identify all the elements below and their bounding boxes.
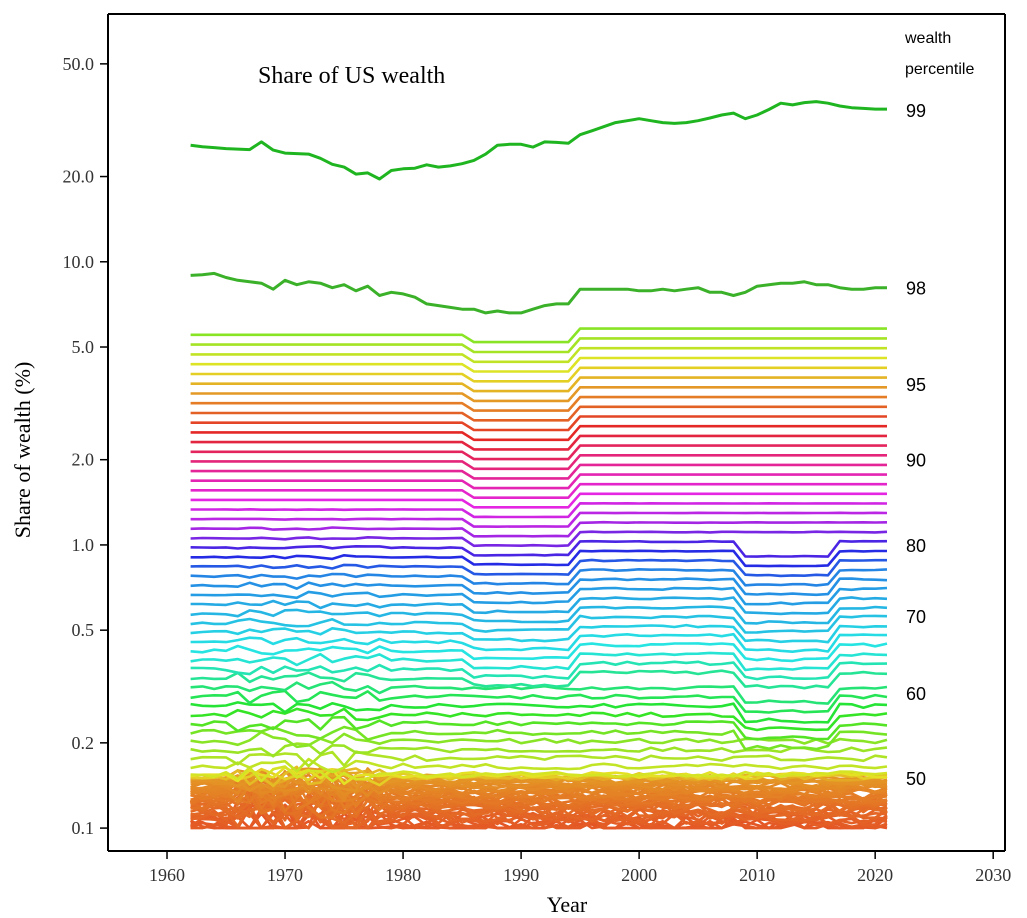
series-line-p96 bbox=[190, 337, 887, 354]
series-line-p97 bbox=[190, 327, 887, 344]
y-tick-label: 0.5 bbox=[72, 620, 95, 640]
series-line-p63 bbox=[190, 651, 888, 672]
legend-title-line-1: wealth bbox=[904, 30, 951, 47]
x-tick-label: 2030 bbox=[975, 865, 1011, 885]
series-line-p66 bbox=[190, 623, 888, 644]
series-line-p50 bbox=[190, 765, 888, 783]
series-line-p77 bbox=[190, 520, 888, 538]
percentile-label-60: 60 bbox=[906, 684, 926, 704]
series-line-p84 bbox=[190, 453, 887, 471]
x-tick-label: 1970 bbox=[267, 865, 303, 885]
series-line-p91 bbox=[190, 385, 887, 403]
series-line-p52 bbox=[190, 750, 888, 768]
series-line-p82 bbox=[190, 473, 887, 490]
x-tick-label: 2010 bbox=[739, 865, 775, 885]
series-line-p56 bbox=[190, 715, 888, 741]
y-tick-label: 0.2 bbox=[72, 733, 95, 753]
series-line-p59 bbox=[190, 689, 888, 714]
series-line-p67 bbox=[190, 614, 888, 634]
series-line-p54 bbox=[190, 730, 888, 749]
series-line-p62 bbox=[190, 660, 888, 681]
series-line-99 bbox=[190, 100, 887, 181]
percentile-label-50: 50 bbox=[906, 769, 926, 789]
percentile-label-98: 98 bbox=[906, 279, 926, 299]
percentile-label-70: 70 bbox=[906, 607, 926, 627]
x-tick-label: 1990 bbox=[503, 865, 539, 885]
series-line-p69 bbox=[190, 596, 888, 616]
y-tick-label: 50.0 bbox=[63, 54, 95, 74]
series-line-p90 bbox=[190, 395, 887, 412]
series-line-p87 bbox=[190, 424, 887, 442]
series-line-p71 bbox=[190, 577, 888, 597]
series-line-p58 bbox=[190, 701, 888, 724]
series-line-p83 bbox=[190, 463, 887, 480]
series-line-p72 bbox=[190, 567, 888, 587]
x-tick-label: 2020 bbox=[857, 865, 893, 885]
series-line-p93 bbox=[190, 366, 887, 383]
series-line-p79 bbox=[190, 501, 888, 519]
series-line-p64 bbox=[190, 642, 888, 663]
y-tick-label: 5.0 bbox=[72, 337, 95, 357]
series-line-p70 bbox=[190, 586, 888, 606]
series-line-p89 bbox=[190, 405, 887, 422]
y-axis-title: Share of wealth (%) bbox=[10, 362, 35, 539]
y-tick-label: 0.1 bbox=[72, 818, 95, 838]
series-line-p95 bbox=[190, 346, 887, 364]
series-line-p57 bbox=[190, 707, 888, 732]
y-tick-label: 2.0 bbox=[72, 450, 95, 470]
percentile-label-90: 90 bbox=[906, 451, 926, 471]
series-line-p81 bbox=[190, 482, 887, 500]
series-line-p75 bbox=[190, 539, 888, 558]
x-tick-label: 1960 bbox=[149, 865, 185, 885]
percentile-label-99: 99 bbox=[906, 101, 926, 121]
y-tick-label: 10.0 bbox=[63, 252, 95, 272]
series-line-p68 bbox=[190, 605, 888, 625]
series-line-p55 bbox=[190, 725, 888, 751]
series-line-p92 bbox=[190, 376, 887, 393]
series-line-p94 bbox=[190, 356, 887, 373]
y-tick-label: 1.0 bbox=[72, 535, 95, 555]
series-line-p78 bbox=[190, 511, 888, 529]
series-line-p80 bbox=[190, 492, 887, 509]
legend-title-line-2: percentile bbox=[905, 61, 974, 78]
series-line-p73 bbox=[190, 558, 887, 578]
x-tick-label: 1980 bbox=[385, 865, 421, 885]
series-line-p51 bbox=[190, 757, 888, 774]
series-line-p65 bbox=[190, 632, 888, 654]
percentile-label-95: 95 bbox=[906, 375, 926, 395]
x-axis-title: Year bbox=[547, 892, 588, 917]
chart-title: Share of US wealth bbox=[258, 63, 445, 89]
series-line-p88 bbox=[190, 415, 887, 432]
series-line-98 bbox=[190, 271, 887, 315]
series-line-p61 bbox=[190, 669, 888, 690]
series-line-p86 bbox=[190, 434, 887, 451]
series-line-p85 bbox=[190, 444, 887, 461]
series-line-p74 bbox=[190, 549, 887, 568]
x-tick-label: 2000 bbox=[621, 865, 657, 885]
series-line-p76 bbox=[190, 530, 888, 548]
percentile-label-80: 80 bbox=[906, 536, 926, 556]
y-tick-label: 20.0 bbox=[63, 167, 95, 187]
